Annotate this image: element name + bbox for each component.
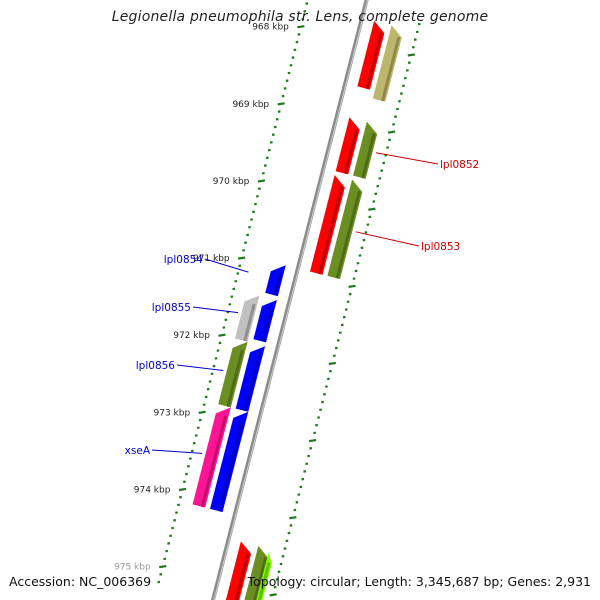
gene-label-lpl0855[interactable]: lpl0855 bbox=[152, 302, 191, 314]
feature-arrow[interactable] bbox=[224, 541, 252, 600]
backbone-line bbox=[210, 0, 369, 600]
gene-lpl0854[interactable] bbox=[265, 265, 286, 297]
feature-shade bbox=[200, 415, 228, 508]
ruler-label: 969 kbp bbox=[232, 100, 269, 110]
major-tick bbox=[238, 256, 246, 260]
feature-shade bbox=[257, 562, 271, 600]
feature-shade bbox=[318, 186, 344, 275]
gene-label-lpl0852[interactable]: lpl0852 bbox=[440, 159, 479, 171]
gene-lpl0853[interactable] bbox=[309, 175, 345, 275]
major-tick bbox=[297, 25, 305, 29]
feature-arrow[interactable] bbox=[242, 545, 269, 600]
feature-shade bbox=[218, 419, 245, 512]
feature-shade bbox=[261, 308, 274, 343]
feature-shade bbox=[365, 32, 383, 90]
major-tick bbox=[159, 564, 167, 569]
gene-label-lpl0856[interactable]: lpl0856 bbox=[136, 360, 176, 372]
leader-line bbox=[204, 258, 249, 273]
major-tick bbox=[308, 438, 317, 443]
major-tick bbox=[198, 410, 206, 414]
leader-line bbox=[192, 306, 239, 314]
gene-label-lpl0853[interactable]: lpl0853 bbox=[421, 241, 460, 253]
ruler-label: 973 kbp bbox=[154, 408, 191, 418]
genome-backbone bbox=[210, 0, 369, 600]
feature-shade bbox=[253, 557, 268, 600]
gene-label-xseA[interactable]: xseA bbox=[125, 445, 151, 457]
major-tick bbox=[257, 179, 266, 183]
leader-line bbox=[375, 152, 439, 165]
leader-line bbox=[151, 449, 203, 454]
leader-line bbox=[355, 231, 420, 247]
major-tick bbox=[407, 53, 415, 57]
feature-shade bbox=[381, 36, 401, 102]
ruler-label: 970 kbp bbox=[213, 177, 250, 187]
major-tick bbox=[289, 516, 297, 520]
feature-arrow[interactable] bbox=[353, 121, 378, 179]
ruler-label: 972 kbp bbox=[173, 331, 210, 341]
feature-shade bbox=[234, 552, 250, 600]
summary-text: Topology: circular; Length: 3,345,687 bp… bbox=[247, 574, 591, 589]
feature-arrow[interactable] bbox=[372, 25, 402, 102]
ruler-label: 968 kbp bbox=[252, 23, 289, 33]
map-title: Legionella pneumophila str. Lens, comple… bbox=[111, 9, 489, 25]
backbone-highlight bbox=[213, 0, 369, 600]
feature-shade bbox=[273, 273, 282, 296]
feature-arrow[interactable] bbox=[357, 20, 385, 90]
leader-line bbox=[176, 364, 224, 371]
major-tick bbox=[277, 102, 285, 106]
ruler-label: 975 kbp bbox=[114, 563, 151, 573]
feature-shade bbox=[343, 128, 359, 175]
feature-arrow[interactable] bbox=[327, 179, 363, 280]
ruler-label: 974 kbp bbox=[134, 485, 171, 495]
ruler-labels: 968 kbp 969 kbp 970 kbp 971 kbp 972 kbp 973 k… bbox=[114, 23, 289, 573]
feature-shade bbox=[243, 303, 256, 342]
major-tick bbox=[218, 333, 226, 337]
feature-shade bbox=[243, 354, 262, 412]
major-tick bbox=[178, 487, 187, 492]
ruler-ticks-right bbox=[269, 22, 421, 597]
feature-shade bbox=[335, 190, 361, 279]
major-tick bbox=[269, 593, 277, 597]
feature-shade bbox=[226, 349, 244, 407]
ruler-ticks-left bbox=[157, 2, 309, 584]
accession-text: Accession: NC_006369 bbox=[9, 574, 152, 589]
gene-lpl0852[interactable] bbox=[335, 117, 360, 175]
feature-shade bbox=[361, 133, 376, 179]
major-tick bbox=[387, 130, 396, 134]
major-tick bbox=[368, 207, 376, 211]
major-tick bbox=[348, 284, 356, 288]
feature-track bbox=[192, 20, 402, 600]
major-tick bbox=[328, 361, 337, 366]
ruler-label: 971 kbp bbox=[193, 254, 230, 264]
gene-label-lpl0854[interactable]: lpl0854 bbox=[164, 254, 204, 266]
feature-labels: lpl0852 lpl0853 lpl0854 lpl0855 lpl0856 xseA bbox=[125, 152, 479, 457]
